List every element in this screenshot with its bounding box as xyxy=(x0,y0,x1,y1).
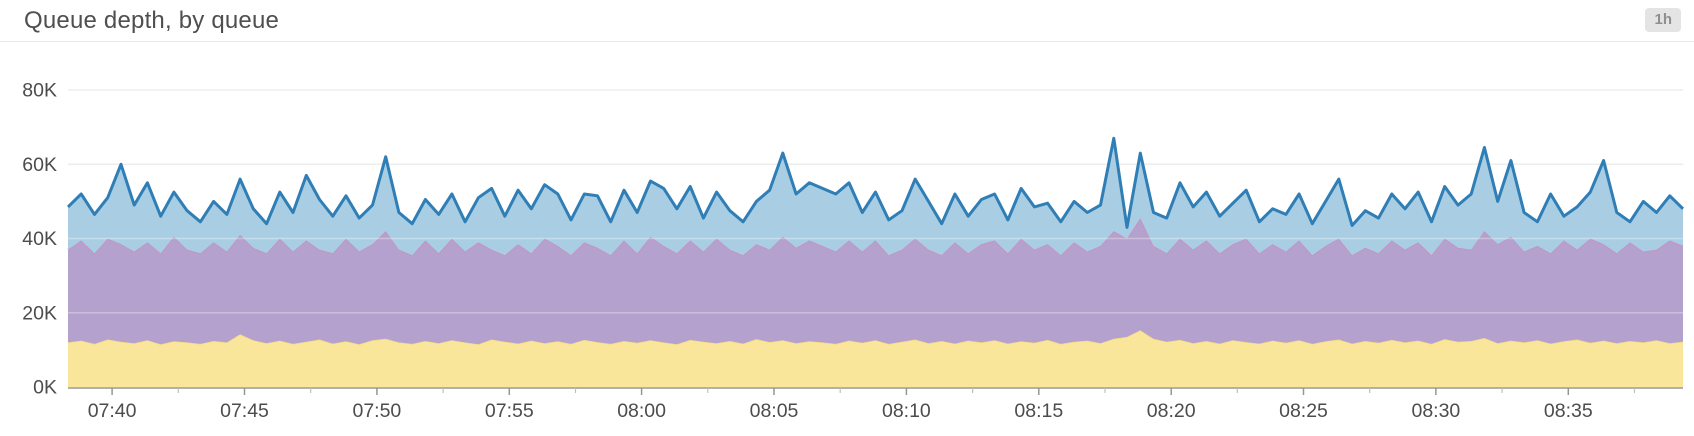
y-tick-label: 60K xyxy=(22,154,57,176)
x-tick-label: 07:50 xyxy=(352,400,401,422)
time-range-badge[interactable]: 1h xyxy=(1645,8,1681,32)
x-tick-label: 07:45 xyxy=(220,400,269,422)
y-axis-labels: 0K 20K 40K 60K 80K xyxy=(22,80,57,399)
stacked-areas xyxy=(66,136,1685,387)
top-series-area xyxy=(68,138,1683,256)
x-tick-label: 08:10 xyxy=(882,400,931,422)
y-tick-label: 20K xyxy=(22,302,57,324)
x-tick-label: 08:00 xyxy=(617,400,666,422)
x-tick-label: 08:25 xyxy=(1279,400,1328,422)
x-tick-label: 08:30 xyxy=(1411,400,1460,422)
gridline-overlay xyxy=(68,237,1683,314)
x-axis: 07:40 07:45 07:50 07:55 08:00 08:05 08:10 08:15… xyxy=(68,387,1683,422)
y-tick-label: 0K xyxy=(33,377,57,399)
x-tick-label: 07:55 xyxy=(485,400,534,422)
x-tick-label: 08:05 xyxy=(750,400,799,422)
x-tick-label: 08:35 xyxy=(1544,400,1593,422)
panel-title: Queue depth, by queue xyxy=(24,6,280,34)
x-tick-label: 08:15 xyxy=(1014,400,1063,422)
y-tick-label: 40K xyxy=(22,228,57,250)
x-tick-label: 08:20 xyxy=(1147,400,1196,422)
x-tick-label: 07:40 xyxy=(88,400,137,422)
chart-area: 07:40 07:45 07:50 07:55 08:00 08:05 08:10 08:15… xyxy=(0,42,1694,436)
bottom-series-area xyxy=(68,330,1683,387)
queue-depth-chart[interactable]: 07:40 07:45 07:50 07:55 08:00 08:05 08:10 08:15… xyxy=(0,42,1694,436)
middle-series-area xyxy=(68,218,1683,345)
panel-header: Queue depth, by queue 1h xyxy=(0,0,1694,42)
top-series-line xyxy=(66,136,1685,229)
y-tick-label: 80K xyxy=(22,80,57,102)
